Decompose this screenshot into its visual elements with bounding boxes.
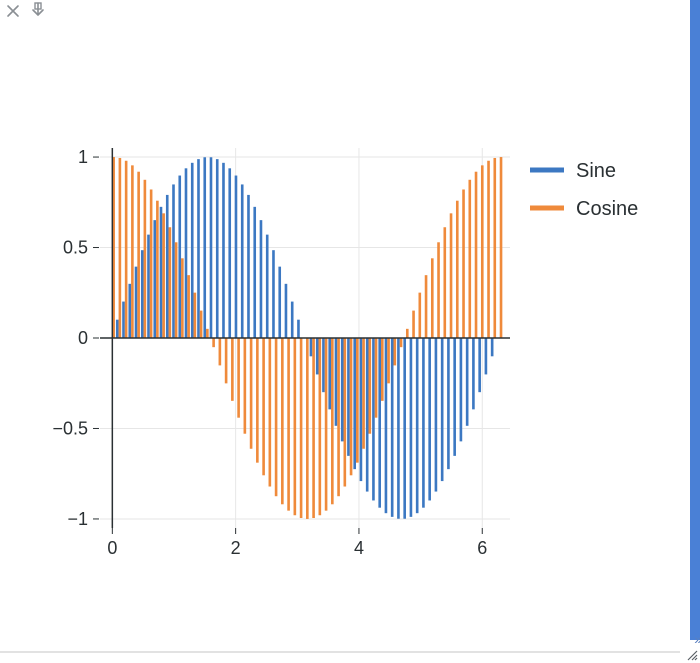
y-tick-label: −0.5 <box>52 418 88 438</box>
x-tick-label: 6 <box>477 538 487 558</box>
resize-grip-icon[interactable] <box>684 647 698 661</box>
horizontal-scroll-track <box>0 651 680 653</box>
y-tick-label: 1 <box>78 147 88 167</box>
y-tick-label: 0.5 <box>63 238 88 258</box>
download-icon[interactable] <box>30 2 46 20</box>
expand-chevrons-icon[interactable]: » <box>694 633 698 645</box>
chart-svg[interactable]: 0 2 4 6 −1 −0.5 0 0.5 1 Sine Cosine <box>0 20 690 640</box>
x-tick-label: 2 <box>231 538 241 558</box>
toolbar <box>6 2 46 20</box>
x-tick-label: 0 <box>107 538 117 558</box>
y-tick-label: 0 <box>78 328 88 348</box>
close-icon[interactable] <box>6 4 20 18</box>
y-tick-label: −1 <box>67 509 88 529</box>
legend-label: Sine <box>576 160 616 182</box>
vertical-scrollbar[interactable] <box>690 0 700 640</box>
x-tick-label: 4 <box>354 538 364 558</box>
chart-panel: 0 2 4 6 −1 −0.5 0 0.5 1 Sine Cosine <box>0 20 690 640</box>
legend-label: Cosine <box>576 198 638 220</box>
